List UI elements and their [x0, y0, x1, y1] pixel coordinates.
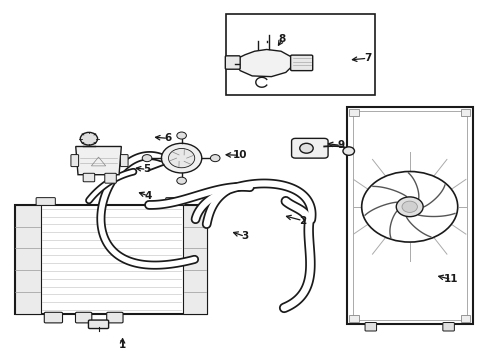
- FancyBboxPatch shape: [292, 138, 328, 158]
- Bar: [183, 205, 207, 314]
- FancyBboxPatch shape: [89, 320, 109, 329]
- Bar: [461, 109, 470, 116]
- Bar: [349, 109, 359, 116]
- Text: 4: 4: [145, 191, 152, 201]
- Bar: [347, 107, 473, 324]
- FancyBboxPatch shape: [166, 198, 185, 206]
- FancyBboxPatch shape: [107, 312, 123, 323]
- FancyBboxPatch shape: [121, 154, 128, 167]
- FancyBboxPatch shape: [225, 56, 240, 69]
- Text: 1: 1: [119, 340, 126, 350]
- FancyBboxPatch shape: [75, 312, 92, 323]
- Bar: [349, 315, 359, 322]
- Text: 3: 3: [242, 231, 248, 242]
- Circle shape: [142, 154, 152, 162]
- Circle shape: [402, 201, 417, 212]
- Circle shape: [343, 147, 354, 155]
- FancyBboxPatch shape: [105, 173, 116, 183]
- Text: 2: 2: [299, 216, 306, 226]
- Circle shape: [161, 143, 202, 173]
- FancyBboxPatch shape: [83, 173, 95, 182]
- FancyBboxPatch shape: [36, 198, 55, 206]
- Circle shape: [362, 171, 458, 242]
- Circle shape: [396, 197, 423, 217]
- Bar: [15, 205, 41, 314]
- Text: 8: 8: [279, 34, 286, 44]
- FancyBboxPatch shape: [365, 323, 377, 331]
- FancyBboxPatch shape: [71, 154, 78, 167]
- Text: 9: 9: [338, 140, 344, 150]
- Circle shape: [210, 154, 220, 162]
- FancyBboxPatch shape: [443, 323, 454, 331]
- Circle shape: [177, 132, 186, 139]
- Bar: [353, 111, 467, 320]
- Circle shape: [300, 143, 313, 153]
- Text: 11: 11: [444, 274, 459, 284]
- Circle shape: [177, 177, 186, 184]
- Polygon shape: [76, 147, 122, 175]
- Text: 6: 6: [165, 133, 172, 143]
- Bar: [15, 205, 207, 314]
- FancyBboxPatch shape: [44, 312, 63, 323]
- Text: 5: 5: [143, 165, 150, 174]
- Text: 10: 10: [233, 150, 247, 160]
- Polygon shape: [235, 49, 293, 77]
- Circle shape: [80, 132, 98, 145]
- FancyBboxPatch shape: [291, 55, 313, 71]
- Circle shape: [169, 148, 195, 168]
- Bar: [461, 315, 470, 322]
- Bar: [226, 14, 375, 95]
- Text: 7: 7: [364, 53, 371, 63]
